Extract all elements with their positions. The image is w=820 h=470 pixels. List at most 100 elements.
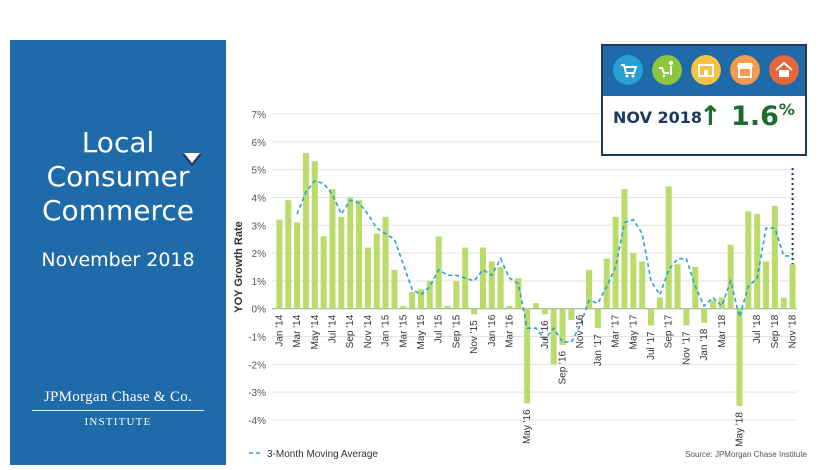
x-tick-label: May '15	[416, 314, 427, 349]
moving-average-line	[296, 179, 793, 343]
x-tick-label: Jul '18	[752, 314, 763, 343]
x-tick-label: Nov '15	[469, 320, 480, 354]
title-panel: Local Consumer Commerce November 2018 JP…	[10, 40, 226, 465]
x-tick-label: Jul '17	[646, 331, 657, 360]
x-tick-label: May '16	[522, 409, 533, 444]
bar	[364, 247, 371, 309]
x-tick-label: Nov '17	[681, 331, 692, 365]
bar	[674, 264, 681, 309]
bar	[276, 219, 283, 309]
bar	[409, 292, 416, 309]
x-tick-label: May '17	[628, 314, 639, 349]
bar	[639, 261, 646, 309]
x-tick-label: May '18	[734, 412, 745, 447]
y-tick-label: -1%	[248, 333, 266, 344]
x-tick-label: Jan '18	[699, 328, 710, 360]
bar	[400, 305, 407, 309]
bar	[594, 308, 601, 329]
y-tick-label: -4%	[248, 416, 266, 427]
bar	[665, 186, 672, 309]
bar	[338, 216, 345, 309]
y-tick-label: 0%	[252, 305, 267, 316]
up-arrow-icon: ↑	[699, 101, 732, 132]
bar	[586, 269, 593, 309]
title-line: Consumer	[46, 160, 190, 193]
bar	[391, 269, 398, 309]
x-tick-label: Jul '16	[540, 320, 551, 349]
bar	[701, 308, 708, 323]
x-tick-label: Sep '17	[664, 314, 675, 348]
bar	[479, 247, 486, 309]
bar	[727, 244, 734, 309]
latest-value-callout: NOV 2018 ↑ 1.6%	[601, 44, 807, 156]
x-tick-label: Sep '18	[770, 314, 781, 348]
y-axis-label: YOY Growth Rate	[233, 221, 245, 312]
bar	[656, 297, 663, 309]
x-tick-label: Jul '15	[434, 314, 445, 343]
y-tick-label: 1%	[252, 277, 267, 288]
y-tick-label: 6%	[252, 138, 267, 149]
source-note: Source: JPMorgan Chase Institute	[685, 450, 807, 459]
bar	[763, 261, 770, 309]
report-month: November 2018	[41, 249, 195, 271]
bar	[373, 233, 380, 309]
bar	[789, 264, 796, 309]
x-tick-label: Mar '17	[611, 314, 622, 347]
y-tick-label: -3%	[248, 388, 266, 399]
y-tick-label: 7%	[252, 110, 267, 121]
x-tick-label: Sep '15	[451, 314, 462, 348]
x-tick-label: Nov '16	[575, 314, 586, 348]
x-tick-label: Mar '14	[292, 314, 303, 347]
bar	[577, 308, 584, 310]
x-tick-label: Jan '14	[274, 314, 285, 346]
bar	[506, 305, 513, 309]
bar	[754, 214, 761, 309]
shopping-cart-person-icon	[652, 55, 682, 85]
title-line: Commerce	[42, 194, 194, 227]
y-tick-label: 4%	[252, 193, 267, 204]
bar	[745, 211, 752, 309]
callout-number: 1.6	[731, 101, 779, 132]
callout-unit: %	[778, 100, 795, 119]
bar	[435, 236, 442, 309]
bar	[683, 308, 690, 326]
callout-value: ↑ 1.6%	[699, 100, 795, 132]
legend-label: 3-Month Moving Average	[267, 449, 378, 460]
bar	[320, 236, 327, 309]
bar	[471, 308, 478, 315]
x-tick-label: Nov '14	[363, 314, 374, 348]
x-tick-label: Nov '18	[788, 314, 799, 348]
bar	[453, 280, 460, 309]
bar	[515, 278, 522, 309]
bar	[329, 189, 336, 309]
x-tick-label: Sep '16	[558, 350, 569, 384]
callout-pointer-inner	[184, 153, 200, 163]
bar	[532, 303, 540, 309]
bar	[294, 222, 301, 309]
bar	[771, 205, 778, 309]
bar	[302, 152, 309, 309]
bar	[488, 261, 495, 309]
bar	[648, 308, 655, 326]
x-tick-label: Jan '16	[487, 314, 498, 346]
x-tick-label: Jul '14	[328, 314, 339, 343]
bar	[780, 297, 787, 309]
bar	[541, 308, 548, 315]
bar	[356, 200, 363, 309]
logo-divider	[32, 410, 204, 411]
grocery-cart-icon	[613, 55, 643, 85]
callout-period: NOV 2018	[613, 108, 703, 127]
bar	[347, 197, 354, 309]
bar	[426, 280, 433, 309]
bar	[285, 200, 292, 309]
page-title: Local Consumer Commerce	[10, 126, 226, 228]
bar	[621, 189, 628, 309]
bar	[382, 216, 389, 309]
storefront-icon	[691, 55, 721, 85]
y-tick-label: 2%	[252, 249, 267, 260]
bar	[718, 297, 725, 309]
bar	[497, 267, 504, 309]
house-icon	[769, 55, 799, 85]
y-tick-label: 3%	[252, 221, 267, 232]
